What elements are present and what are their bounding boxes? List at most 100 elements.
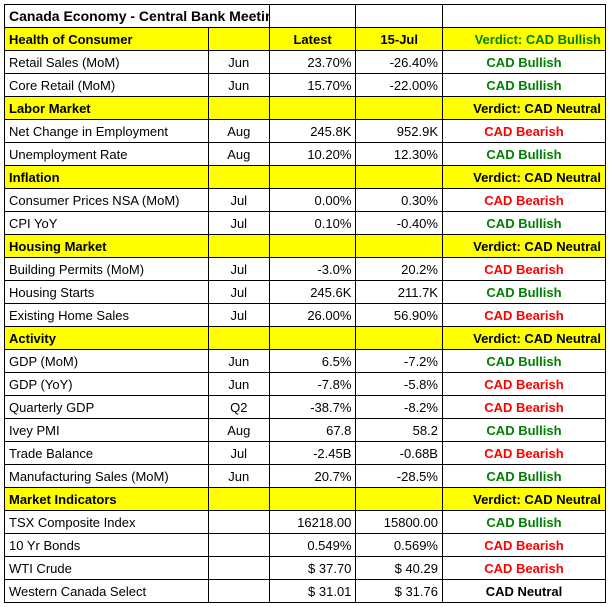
metric-period: Jun — [208, 74, 269, 97]
col-header-prev — [356, 235, 443, 258]
metric-label: GDP (MoM) — [5, 350, 209, 373]
metric-label: 10 Yr Bonds — [5, 534, 209, 557]
metric-verdict: CAD Bullish — [442, 143, 605, 166]
metric-prev: -5.8% — [356, 373, 443, 396]
metric-latest: 0.549% — [269, 534, 356, 557]
metric-prev: 0.30% — [356, 189, 443, 212]
table-row: Ivey PMIAug67.858.2CAD Bullish — [5, 419, 606, 442]
metric-verdict: CAD Bullish — [442, 281, 605, 304]
metric-verdict: CAD Bearish — [442, 258, 605, 281]
metric-label: Core Retail (MoM) — [5, 74, 209, 97]
metric-verdict: CAD Bullish — [442, 74, 605, 97]
table-row: Unemployment RateAug10.20%12.30%CAD Bull… — [5, 143, 606, 166]
section-verdict: Verdict: CAD Neutral — [442, 488, 605, 511]
metric-label: CPI YoY — [5, 212, 209, 235]
table-row: 10 Yr Bonds0.549%0.569%CAD Bearish — [5, 534, 606, 557]
metric-period — [208, 557, 269, 580]
table-row: Trade BalanceJul-2.45B-0.68BCAD Bearish — [5, 442, 606, 465]
metric-verdict: CAD Bearish — [442, 189, 605, 212]
metric-period: Jun — [208, 373, 269, 396]
metric-prev: 20.2% — [356, 258, 443, 281]
section-name: Inflation — [5, 166, 209, 189]
metric-label: Trade Balance — [5, 442, 209, 465]
blank — [208, 488, 269, 511]
metric-latest: 16218.00 — [269, 511, 356, 534]
table-row: Quarterly GDPQ2-38.7%-8.2%CAD Bearish — [5, 396, 606, 419]
section-verdict: Verdict: CAD Neutral — [442, 166, 605, 189]
metric-period: Aug — [208, 419, 269, 442]
section-header: Inflation Verdict: CAD Neutral — [5, 166, 606, 189]
metric-latest: 0.10% — [269, 212, 356, 235]
col-header-latest — [269, 97, 356, 120]
metric-prev: 12.30% — [356, 143, 443, 166]
economy-table: Canada Economy - Central Bank MeetingHea… — [4, 4, 606, 603]
blank — [442, 5, 605, 28]
metric-latest: $ 31.01 — [269, 580, 356, 603]
section-verdict: Verdict: CAD Neutral — [442, 235, 605, 258]
table-row: Manufacturing Sales (MoM)Jun20.7%-28.5%C… — [5, 465, 606, 488]
metric-verdict: CAD Bearish — [442, 304, 605, 327]
blank — [356, 5, 443, 28]
section-name: Housing Market — [5, 235, 209, 258]
table-row: Building Permits (MoM)Jul-3.0%20.2%CAD B… — [5, 258, 606, 281]
title-row: Canada Economy - Central Bank Meeting — [5, 5, 606, 28]
metric-latest: 6.5% — [269, 350, 356, 373]
metric-prev: 58.2 — [356, 419, 443, 442]
col-header-prev: 15-Jul — [356, 28, 443, 51]
metric-prev: $ 31.76 — [356, 580, 443, 603]
section-header: Housing Market Verdict: CAD Neutral — [5, 235, 606, 258]
metric-latest: 245.6K — [269, 281, 356, 304]
metric-period: Q2 — [208, 396, 269, 419]
metric-latest: -38.7% — [269, 396, 356, 419]
section-name: Market Indicators — [5, 488, 209, 511]
col-header-prev — [356, 97, 443, 120]
col-header-latest — [269, 327, 356, 350]
col-header-prev — [356, 488, 443, 511]
metric-prev: 952.9K — [356, 120, 443, 143]
col-header-latest — [269, 235, 356, 258]
metric-verdict: CAD Bullish — [442, 465, 605, 488]
metric-latest: 26.00% — [269, 304, 356, 327]
metric-verdict: CAD Neutral — [442, 580, 605, 603]
section-header: ActivityVerdict: CAD Neutral — [5, 327, 606, 350]
metric-period: Jun — [208, 350, 269, 373]
table-row: TSX Composite Index16218.0015800.00CAD B… — [5, 511, 606, 534]
metric-period: Jun — [208, 51, 269, 74]
section-header: Health of ConsumerLatest15-JulVerdict: C… — [5, 28, 606, 51]
metric-latest: 15.70% — [269, 74, 356, 97]
metric-period: Jul — [208, 189, 269, 212]
col-header-latest — [269, 166, 356, 189]
metric-period: Jul — [208, 304, 269, 327]
metric-label: Unemployment Rate — [5, 143, 209, 166]
blank — [208, 28, 269, 51]
page-title: Canada Economy - Central Bank Meeting — [5, 5, 270, 28]
metric-prev: -0.40% — [356, 212, 443, 235]
metric-verdict: CAD Bearish — [442, 120, 605, 143]
metric-label: WTI Crude — [5, 557, 209, 580]
metric-label: GDP (YoY) — [5, 373, 209, 396]
section-header: Labor MarketVerdict: CAD Neutral — [5, 97, 606, 120]
metric-label: Building Permits (MoM) — [5, 258, 209, 281]
metric-latest: 20.7% — [269, 465, 356, 488]
metric-label: Western Canada Select — [5, 580, 209, 603]
metric-prev: -0.68B — [356, 442, 443, 465]
metric-latest: 10.20% — [269, 143, 356, 166]
metric-verdict: CAD Bullish — [442, 511, 605, 534]
section-name: Health of Consumer — [5, 28, 209, 51]
blank — [269, 5, 356, 28]
metric-period: Aug — [208, 120, 269, 143]
metric-prev: -26.40% — [356, 51, 443, 74]
metric-label: Ivey PMI — [5, 419, 209, 442]
metric-prev: 0.569% — [356, 534, 443, 557]
metric-prev: -7.2% — [356, 350, 443, 373]
metric-verdict: CAD Bullish — [442, 350, 605, 373]
metric-latest: -7.8% — [269, 373, 356, 396]
metric-period — [208, 534, 269, 557]
metric-period: Jun — [208, 465, 269, 488]
metric-period: Jul — [208, 281, 269, 304]
metric-verdict: CAD Bearish — [442, 373, 605, 396]
metric-label: Manufacturing Sales (MoM) — [5, 465, 209, 488]
metric-verdict: CAD Bullish — [442, 51, 605, 74]
metric-verdict: CAD Bearish — [442, 396, 605, 419]
metric-verdict: CAD Bullish — [442, 419, 605, 442]
